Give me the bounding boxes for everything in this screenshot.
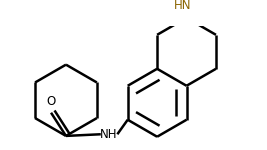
Text: HN: HN <box>174 0 191 12</box>
Text: NH: NH <box>100 128 118 141</box>
Text: O: O <box>46 95 56 108</box>
